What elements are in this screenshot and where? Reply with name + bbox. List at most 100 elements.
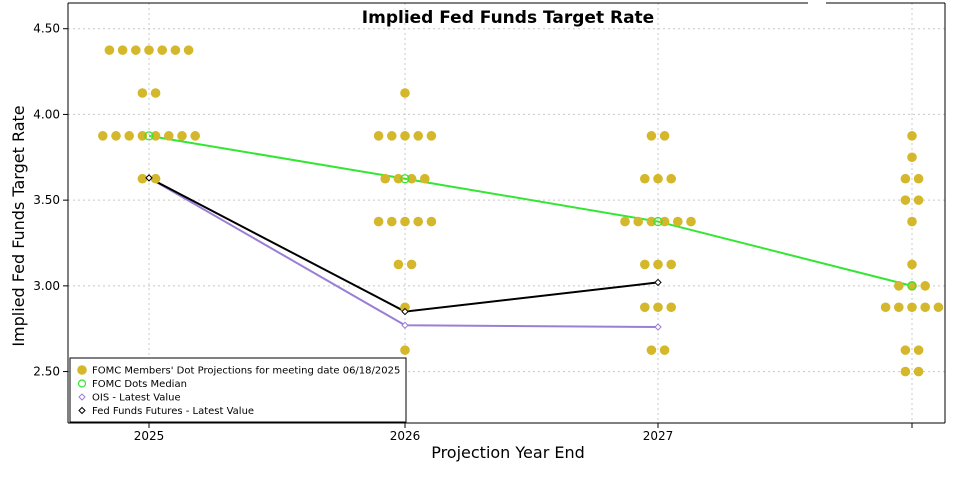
dot-projection — [646, 131, 657, 141]
dot-projection — [400, 88, 410, 98]
dot-projection — [164, 131, 174, 141]
median-line — [148, 134, 913, 287]
dot-projection — [387, 131, 397, 141]
dot-projection — [190, 131, 200, 141]
dot-projection — [137, 173, 148, 184]
series-lines — [148, 134, 913, 328]
futures-point — [654, 278, 662, 287]
dot-projection — [420, 173, 430, 184]
dot-projection — [98, 131, 108, 141]
ois-point — [401, 321, 409, 329]
y-tick-label: 4.50 — [33, 22, 60, 36]
dot-projection — [933, 302, 944, 313]
legend-label: FOMC Dots Median — [92, 379, 187, 390]
dot-projection — [900, 345, 911, 355]
dot-projection — [406, 259, 417, 270]
dot-projection — [413, 131, 424, 141]
legend-diamond-icon — [78, 406, 86, 415]
dot-projection — [393, 259, 404, 270]
series-markers — [144, 131, 917, 331]
dot-projection — [907, 152, 917, 163]
dot-projection — [659, 216, 670, 227]
dot-projection — [913, 345, 924, 355]
dot-projection — [426, 131, 437, 141]
x-tick-label: 2027 — [643, 429, 674, 443]
dot-projection — [157, 45, 167, 55]
dot-projection — [894, 302, 904, 313]
futures-line — [148, 176, 659, 313]
legend-label: FOMC Members' Dot Projections for meetin… — [92, 366, 400, 377]
dot-projection — [400, 302, 410, 313]
y-tick-label: 4.00 — [33, 107, 60, 121]
dot-projection — [666, 173, 676, 184]
dot-projection — [400, 216, 410, 227]
dot-projection — [666, 302, 676, 313]
dot-projection — [373, 131, 384, 141]
dot-projection — [620, 216, 630, 227]
dot-projection — [426, 216, 437, 227]
dot-projection — [646, 216, 657, 227]
x-tick-label: 2026 — [390, 429, 421, 443]
dot-projection — [653, 173, 663, 184]
dot-projection — [137, 88, 148, 98]
dot-projection — [117, 45, 128, 55]
dot-projection — [920, 281, 930, 291]
dot-projection — [177, 131, 187, 141]
dot-projection — [124, 131, 134, 141]
dot-projection — [144, 45, 154, 55]
median-point — [907, 281, 917, 291]
median-point — [653, 216, 663, 227]
dot-projection — [104, 45, 115, 55]
dot-projection — [920, 302, 930, 313]
dot-projection — [913, 195, 924, 205]
futures-point — [401, 307, 409, 316]
y-axis-title: Implied Fed Funds Target Rate — [9, 105, 28, 346]
median-point — [144, 131, 154, 141]
dot-projection — [900, 195, 911, 205]
dot-projection — [907, 131, 917, 141]
legend: FOMC Members' Dot Projections for meetin… — [69, 357, 407, 423]
dot-projection — [380, 173, 391, 184]
legend-box — [69, 357, 407, 423]
dot-projection — [659, 131, 670, 141]
dot-projection — [900, 366, 911, 377]
dot-projection — [653, 259, 663, 270]
dot-projection — [653, 302, 663, 313]
dot-projection — [907, 259, 917, 270]
dot-projection — [686, 216, 696, 227]
dot-projection — [393, 173, 404, 184]
dot-projection — [170, 45, 181, 55]
dot-projection — [150, 88, 161, 98]
x-axis-title: Projection Year End — [431, 443, 585, 462]
dot-projection — [406, 173, 417, 184]
legend-diamond-icon — [78, 393, 86, 401]
axes: 4.50 4.00 3.50 3.00 2.50 2025 2026 2027 — [33, 2, 946, 443]
legend-label: OIS - Latest Value — [92, 393, 181, 404]
x-tick-label: 2025 — [134, 429, 165, 443]
dot-projection — [907, 302, 917, 313]
dot-projection — [131, 45, 141, 55]
legend-dot-icon — [77, 365, 87, 375]
dot-projection — [907, 281, 917, 291]
dot-projection — [913, 173, 924, 184]
dot-projection — [150, 131, 161, 141]
dot-projection — [640, 173, 650, 184]
legend-label: Fed Funds Futures - Latest Value — [92, 406, 254, 417]
dot-projection — [913, 366, 924, 377]
median-point — [400, 174, 410, 184]
y-tick-label: 2.50 — [33, 365, 60, 379]
dot-projection — [907, 216, 917, 227]
chart-title: Implied Fed Funds Target Rate — [362, 8, 654, 28]
dot-projection — [387, 216, 397, 227]
dot-projection — [400, 345, 410, 355]
ois-point — [654, 323, 662, 331]
dot-projection — [373, 216, 384, 227]
dot-projection — [666, 259, 676, 270]
dot-projection — [413, 216, 424, 227]
dot-projection — [880, 302, 891, 313]
dot-projection — [646, 345, 657, 355]
dot-projection — [633, 216, 643, 227]
dot-projection — [894, 281, 904, 291]
dot-projection — [150, 173, 161, 184]
